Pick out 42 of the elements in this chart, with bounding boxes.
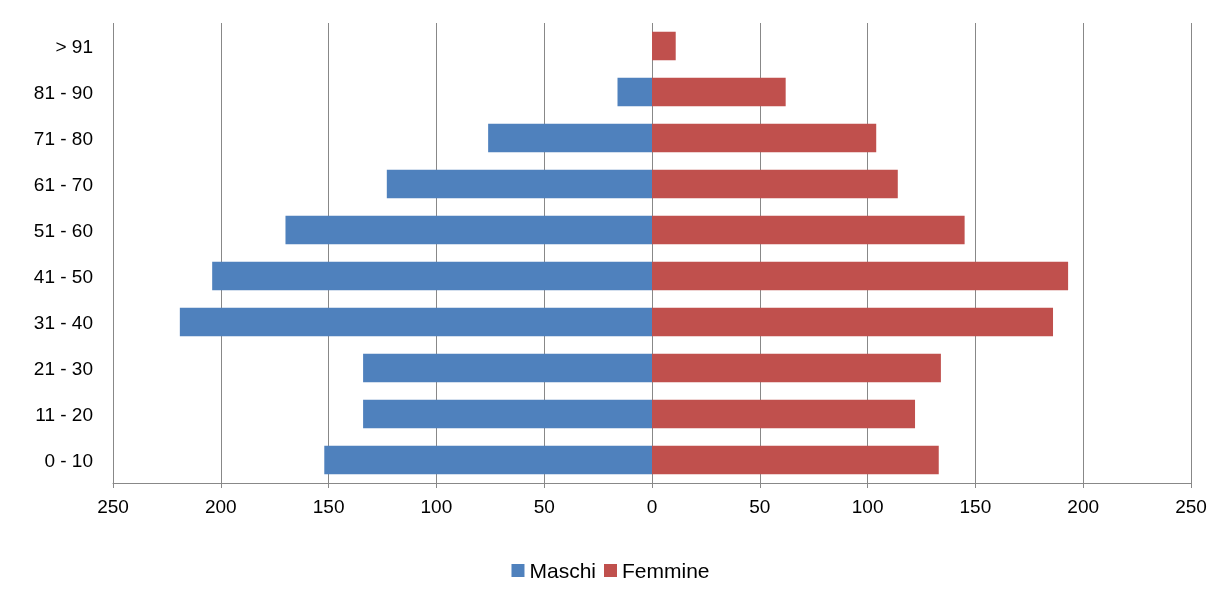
bar [386,169,652,199]
bar [324,445,652,475]
x-tick-label: 200 [1067,496,1100,517]
bar [652,31,676,61]
x-tick-label: 50 [749,496,771,517]
bar [652,123,877,153]
bar [652,215,965,245]
bar [363,399,652,429]
bar [488,123,652,153]
bar [285,215,652,245]
y-tick-label: 81 - 90 [33,81,93,103]
bar [652,353,941,383]
y-tick-label: 11 - 20 [35,403,93,425]
x-tick-label: 250 [97,496,129,517]
y-tick-label: 31 - 40 [33,311,93,333]
x-tick-label: 150 [312,496,345,517]
y-tick-label: 71 - 80 [33,127,93,149]
bar [652,307,1054,337]
y-tick-label: 0 - 10 [44,449,93,471]
bar [617,77,652,107]
legend-label: Femmine [622,559,710,582]
bar [652,169,898,199]
y-tick-label: > 91 [55,35,93,57]
bar [652,77,786,107]
legend-label: Maschi [529,559,597,582]
y-tick-label: 61 - 70 [33,173,93,195]
bar [652,399,916,429]
x-tick-label: 100 [851,496,884,517]
bar [212,261,652,291]
y-tick-label: 21 - 30 [33,357,93,379]
x-tick-label: 100 [420,496,453,517]
x-tick-label: 150 [959,496,992,517]
bar [652,261,1069,291]
x-tick-label: 0 [646,496,658,517]
bar [363,353,652,383]
x-tick-label: 250 [1175,496,1207,517]
y-tick-label: 51 - 60 [33,219,93,241]
bar [179,307,652,337]
y-tick-label: 41 - 50 [33,265,93,287]
x-tick-label: 200 [204,496,237,517]
x-tick-label: 50 [533,496,555,517]
bar [652,445,939,475]
